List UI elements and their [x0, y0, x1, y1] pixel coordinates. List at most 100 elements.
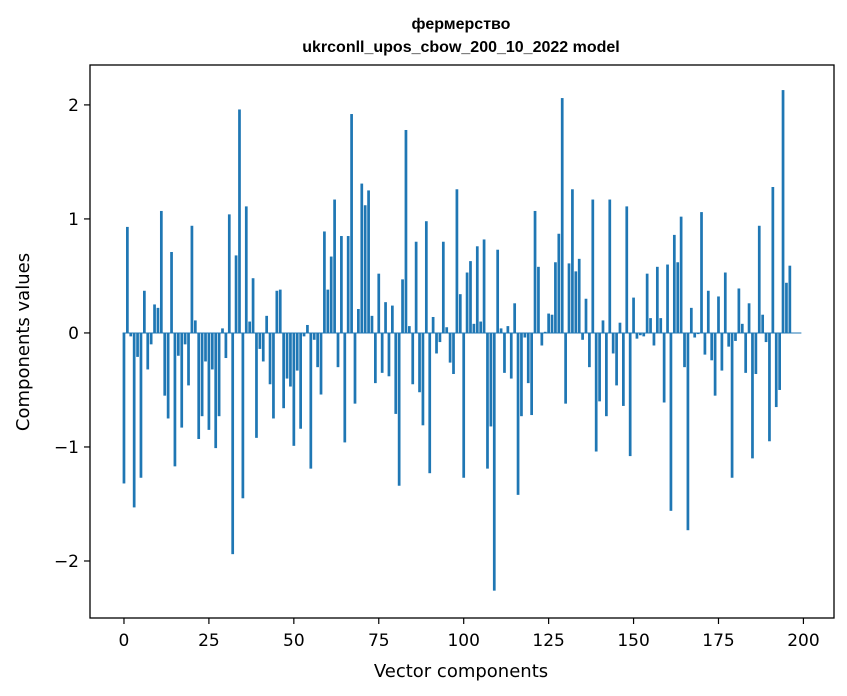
- bar-128: [557, 233, 561, 333]
- bar-98: [455, 189, 459, 333]
- bar-133: [574, 271, 578, 333]
- bar-138: [591, 199, 595, 333]
- bar-5: [139, 332, 143, 478]
- bar-60: [326, 289, 330, 333]
- plot-frame: [89, 64, 835, 619]
- bar-126: [550, 314, 554, 333]
- bar-69: [357, 309, 360, 333]
- bar-31: [227, 214, 231, 333]
- bar-113: [506, 326, 510, 333]
- bar-34: [238, 109, 241, 333]
- bar-93: [438, 332, 442, 343]
- bar-108: [489, 332, 493, 427]
- bar-49: [289, 332, 292, 387]
- bar-99: [458, 294, 462, 333]
- y-tick-label-0: 0: [68, 324, 79, 344]
- y-axis-label: Components values: [13, 253, 34, 431]
- bar-53: [302, 332, 306, 337]
- bar-194: [781, 90, 785, 333]
- bar-145: [615, 332, 618, 386]
- bar-151: [635, 332, 639, 339]
- bar-70: [360, 183, 364, 333]
- bar-152: [639, 332, 642, 336]
- bar-180: [734, 332, 737, 341]
- bar-134: [577, 258, 581, 333]
- bar-17: [180, 332, 184, 428]
- bar-77: [384, 302, 387, 333]
- bar-106: [482, 239, 486, 333]
- bar-163: [676, 262, 680, 333]
- bar-172: [706, 290, 710, 333]
- y-tick-label--2: −2: [54, 552, 79, 572]
- bar-90: [428, 332, 432, 474]
- bar-186: [754, 332, 758, 374]
- bar-33: [234, 255, 238, 333]
- bar-32: [231, 332, 235, 555]
- bar-25: [207, 332, 211, 430]
- bar-183: [744, 332, 748, 373]
- bar-51: [295, 332, 299, 371]
- bar-56: [312, 332, 316, 340]
- bar-36: [244, 206, 248, 333]
- bar-11: [159, 210, 163, 333]
- x-axis: 0 25 50 75 100 125 150 175 200: [119, 618, 820, 651]
- bar-81: [397, 332, 401, 486]
- bar-15: [173, 332, 177, 467]
- bar-112: [503, 332, 506, 373]
- bar-131: [567, 263, 571, 333]
- bar-181: [737, 288, 741, 333]
- bar-47: [282, 332, 285, 409]
- bar-22: [197, 332, 201, 439]
- bar-58: [319, 332, 323, 395]
- bar-52: [299, 332, 302, 429]
- bar-82: [401, 279, 404, 333]
- bar-66: [346, 236, 350, 333]
- bar-20: [190, 225, 194, 333]
- bar-65: [343, 332, 347, 443]
- bar-37: [248, 321, 252, 333]
- bar-59: [323, 231, 326, 333]
- bar-174: [713, 332, 717, 396]
- bar-50: [292, 332, 296, 446]
- bar-105: [479, 321, 483, 333]
- bar-159: [662, 332, 666, 403]
- bar-89: [424, 221, 428, 333]
- bar-164: [679, 216, 683, 333]
- bar-76: [380, 332, 384, 373]
- bar-169: [696, 332, 700, 335]
- bar-190: [768, 332, 771, 442]
- bar-155: [649, 318, 652, 333]
- y-axis: −2 −1 0 1 2: [54, 96, 90, 572]
- bar-45: [275, 290, 279, 333]
- bar-100: [462, 332, 466, 478]
- bar-63: [336, 332, 340, 368]
- bar-85: [411, 332, 415, 385]
- bar-147: [622, 332, 625, 406]
- bar-91: [431, 316, 435, 333]
- bar-144: [611, 332, 615, 354]
- bar-192: [774, 332, 778, 408]
- bar-88: [421, 332, 425, 426]
- bar-23: [200, 332, 204, 417]
- bar-27: [214, 332, 218, 449]
- bar-107: [486, 332, 489, 469]
- y-tick-label-1: 1: [68, 210, 79, 230]
- bar-157: [655, 266, 659, 333]
- bar-191: [771, 187, 775, 333]
- bar-125: [547, 313, 550, 333]
- bar-101: [465, 272, 469, 333]
- bar-95: [445, 327, 449, 333]
- bar-12: [163, 332, 167, 396]
- bar-46: [278, 289, 282, 333]
- bar-64: [340, 236, 343, 333]
- bar-154: [645, 273, 649, 333]
- bar-54: [306, 324, 309, 333]
- bar-44: [272, 332, 275, 419]
- bar-92: [435, 332, 438, 354]
- bar-38: [251, 278, 255, 333]
- bar-173: [710, 332, 714, 361]
- bar-104: [475, 246, 479, 333]
- bar-18: [183, 332, 187, 345]
- bar-135: [581, 332, 584, 340]
- bar-132: [571, 189, 574, 333]
